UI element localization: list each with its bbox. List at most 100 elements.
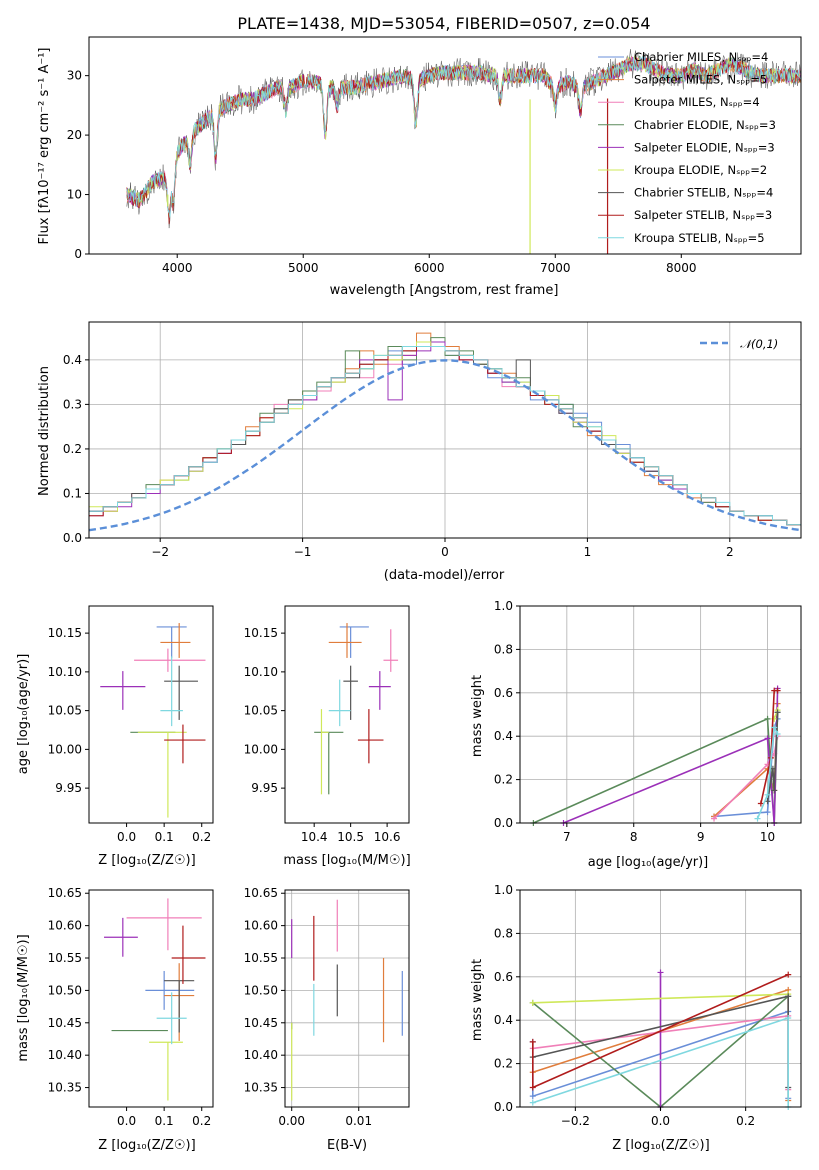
weight-line-4: [563, 688, 779, 824]
x-tick-label-2: 0: [441, 545, 449, 559]
y-tick-label-3: 30: [67, 69, 82, 83]
x-tick-label-2: 0.2: [192, 830, 211, 844]
weight-marker-3-1: [764, 715, 771, 722]
x-tick-label-0: 7: [563, 830, 571, 844]
histogram-series-2: [89, 341, 801, 526]
x-tick-label-1: 5000: [288, 261, 319, 275]
x-tick-label-3: 7000: [540, 261, 571, 275]
y-tick-label-4: 10.55: [244, 951, 278, 965]
plot-frame: [519, 605, 802, 824]
y-tick-label-4: 10.15: [48, 626, 82, 640]
x-tick-label-0: 4000: [162, 261, 193, 275]
histogram-series-0: [89, 341, 801, 530]
y-tick-label-1: 10.00: [244, 742, 278, 756]
spectrum-title: PLATE=1438, MJD=53054, FIBERID=0507, z=0…: [237, 14, 650, 33]
spectrum-line-8: [126, 56, 801, 218]
x-tick-label-2: 10.6: [374, 830, 401, 844]
legend-label-2: Kroupa MILES, Nₛₚₚ=4: [634, 95, 760, 109]
x-tick-label-2: 0.2: [192, 1114, 211, 1128]
y-tick-label-5: 1.0: [494, 599, 513, 613]
weight-line-8: [756, 724, 779, 820]
age-vs-metallicity-panel: Z [log₁₀(Z/Z☉)] age [log₁₀(age/yr)] 0.0 0…: [16, 605, 214, 868]
weight-marker-6-1: [769, 765, 776, 772]
mw-z-y-axis-label: mass weight: [470, 959, 485, 1041]
y-tick-label-0: 0.0: [494, 1100, 513, 1114]
y-tick-label-2: 0.4: [494, 729, 513, 743]
residual-histogram-panel: (data-model)/error Normed distribution −…: [37, 321, 802, 583]
mw-age-x-axis-label: age [log₁₀(age/yr)]: [588, 855, 709, 870]
histogram-x-axis-label: (data-model)/error: [384, 568, 505, 583]
mass-z-x-axis-label: Z [log₁₀(Z/Z☉)]: [98, 1138, 195, 1153]
legend-label-7: Salpeter STELIB, Nₛₚₚ=3: [634, 208, 772, 222]
y-tick-label-3: 10.50: [48, 983, 82, 997]
y-tick-label-2: 0.4: [494, 1013, 513, 1027]
histogram-series-8: [89, 346, 801, 526]
weight-marker-8-3: [774, 731, 781, 738]
weight-line-6: [766, 712, 779, 802]
y-tick-label-2: 10.05: [244, 704, 278, 718]
histogram-series-7: [89, 346, 801, 526]
mass-weight-vs-age-panel: age [log₁₀(age/yr)] mass weight 7 8 9 10 0.0…: [470, 599, 802, 870]
gaussian-reference-curve: [88, 359, 802, 532]
weight-marker-8-0: [529, 1099, 536, 1106]
spectrum-y-axis-label: Flux [fλ10⁻¹⁷ erg cm⁻² s⁻¹ A⁻¹]: [37, 48, 52, 245]
y-tick-label-0: 10.35: [48, 1081, 82, 1095]
weight-line-5: [532, 993, 789, 1004]
legend-label-8: Kroupa STELIB, Nₛₚₚ=5: [634, 231, 765, 245]
plot-frame: [284, 605, 410, 824]
weight-marker-7-0: [529, 1038, 536, 1045]
y-tick-label-1: 10.40: [244, 1048, 278, 1062]
x-tick-label-0: −2: [151, 545, 169, 559]
y-tick-label-1: 0.2: [494, 1057, 513, 1071]
x-tick-label-1: 0.1: [155, 830, 174, 844]
y-tick-label-4: 10.15: [244, 626, 278, 640]
y-tick-label-5: 10.60: [244, 919, 278, 933]
weight-marker-8-0: [754, 815, 761, 822]
mw-z-x-axis-label: Z [log₁₀(Z/Z☉)]: [612, 1138, 709, 1153]
plot-frame: [88, 605, 214, 824]
y-tick-label-3: 0.6: [494, 686, 513, 700]
histogram-series-6: [89, 346, 801, 526]
x-tick-label-0: 0.00: [278, 1114, 305, 1128]
plot-frame: [284, 889, 410, 1108]
y-tick-label-0: 10.35: [244, 1081, 278, 1095]
x-tick-label-4: 8000: [666, 261, 697, 275]
y-tick-label-2: 10.45: [48, 1016, 82, 1030]
spectrum-panel: PLATE=1438, MJD=53054, FIBERID=0507, z=0…: [37, 14, 802, 298]
y-tick-label-4: 0.4: [63, 353, 82, 367]
age-z-y-axis-label: age [log₁₀(age/yr)]: [16, 654, 31, 775]
x-tick-label-3: 1: [584, 545, 592, 559]
y-tick-label-6: 10.65: [48, 886, 82, 900]
legend-label-6: Chabrier STELIB, Nₛₚₚ=4: [634, 186, 773, 200]
weight-marker-7-1: [529, 1084, 536, 1091]
y-tick-label-3: 10.10: [244, 665, 278, 679]
mass-z-y-axis-label: mass [log₁₀(M/M☉)]: [16, 934, 31, 1061]
x-tick-label-2: 0.2: [736, 1114, 755, 1128]
weight-marker-7-2: [785, 971, 792, 978]
mass-vs-extinction-panel: E(B-V) 0.00 0.01 10.35 10.40 10.45 10.50 10.55…: [244, 886, 410, 1153]
legend-label-0: Chabrier MILES, Nₛₚₚ=4: [634, 50, 768, 64]
x-tick-label-1: 0.0: [651, 1114, 670, 1128]
x-tick-label-0: −0.2: [561, 1114, 590, 1128]
age-z-x-axis-label: Z [log₁₀(Z/Z☉)]: [98, 853, 195, 868]
x-tick-label-1: 10.5: [337, 830, 364, 844]
x-tick-label-1: −1: [294, 545, 312, 559]
y-tick-label-0: 0.0: [63, 531, 82, 545]
legend-label-3: Chabrier ELODIE, Nₛₚₚ=3: [634, 118, 776, 132]
x-tick-label-0: 0.0: [117, 1114, 136, 1128]
y-tick-label-1: 0.2: [494, 773, 513, 787]
y-tick-label-4: 10.55: [48, 951, 82, 965]
legend-label-5: Kroupa ELODIE, Nₛₚₚ=2: [634, 163, 767, 177]
weight-marker-5-0: [529, 999, 536, 1006]
mass-vs-metallicity-panel: Z [log₁₀(Z/Z☉)] mass [log₁₀(M/M☉)] 0.0 0.…: [16, 886, 214, 1153]
mass-ebv-x-axis-label: E(B-V): [327, 1138, 367, 1153]
legend-label-1: Salpeter MILES, Nₛₚₚ=5: [634, 73, 767, 87]
x-tick-label-1: 0.01: [345, 1114, 372, 1128]
age-vs-mass-panel: mass [log₁₀(M/M☉)] 10.4 10.5 10.6 9.95 10.00…: [244, 605, 411, 868]
age-mass-x-axis-label: mass [log₁₀(M/M☉)]: [283, 853, 410, 868]
weight-marker-6-1: [785, 993, 792, 1000]
y-tick-label-2: 10.45: [244, 1016, 278, 1030]
y-tick-label-0: 9.95: [251, 781, 278, 795]
mass-weight-vs-metallicity-panel: Z [log₁₀(Z/Z☉)] mass weight −0.2 0.0 0.2 0.…: [470, 883, 802, 1153]
y-tick-label-2: 10.05: [48, 704, 82, 718]
